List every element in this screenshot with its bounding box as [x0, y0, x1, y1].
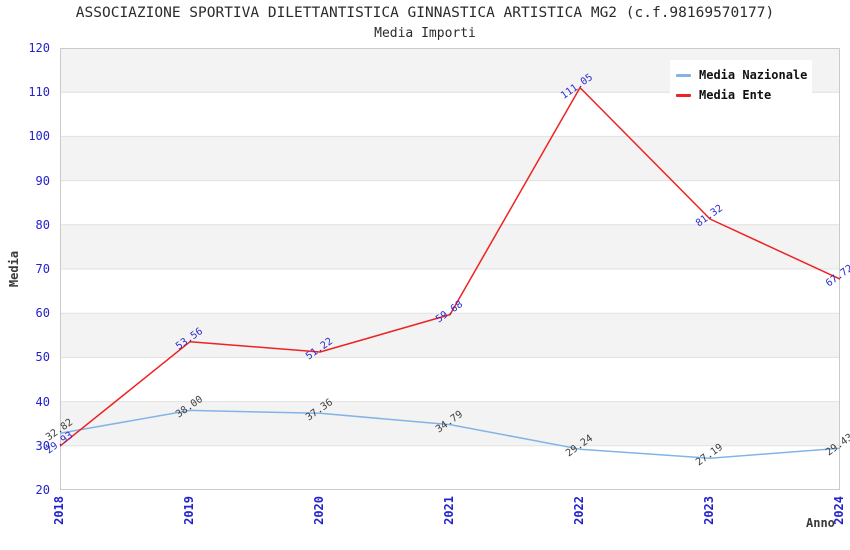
y-tick-label: 30 — [35, 438, 50, 453]
x-tick-label: 2024 — [832, 496, 846, 525]
legend-label-media-nazionale: Media Nazionale — [699, 68, 808, 82]
x-tick-label: 2023 — [702, 496, 716, 525]
x-tick-label: 2022 — [572, 496, 586, 525]
plot-area — [60, 48, 840, 490]
series-line-media-ente — [60, 86, 840, 447]
y-tick-label: 110 — [28, 85, 50, 100]
y-tick-label: 20 — [35, 483, 50, 497]
x-tick-label: 2019 — [182, 496, 196, 525]
y-tick-label: 40 — [35, 394, 50, 409]
x-tick-label: 2020 — [312, 496, 326, 525]
band — [60, 313, 840, 358]
y-tick-label: 60 — [35, 306, 50, 321]
y-axis-title: Media — [7, 250, 21, 288]
legend-swatch-media-ente-icon — [676, 93, 691, 97]
band — [60, 136, 840, 181]
x-axis-title: Anno — [806, 516, 835, 530]
legend-item-media-nazionale: Media Nazionale — [676, 65, 812, 85]
series-line-media-nazionale — [60, 409, 840, 459]
y-tick-label: 80 — [35, 217, 50, 232]
chart-subtitle: Media Importi — [374, 26, 476, 41]
legend-label-media-ente: Media Ente — [699, 88, 772, 102]
plot-border — [60, 48, 840, 490]
legend-swatch-media-nazionale-icon — [676, 73, 691, 77]
legend: Media Nazionale Media Ente — [670, 60, 812, 110]
band — [60, 357, 840, 402]
y-tick-label: 90 — [35, 173, 50, 188]
band — [60, 401, 840, 446]
y-tick-label: 70 — [35, 262, 50, 276]
band — [60, 269, 840, 314]
band — [60, 224, 840, 269]
y-tick-label: 120 — [28, 41, 50, 55]
x-tick-label: 2018 — [52, 496, 66, 525]
x-tick-label: 2021 — [442, 496, 456, 525]
y-tick-label: 50 — [35, 350, 50, 365]
band — [60, 445, 840, 490]
y-tick-label: 100 — [28, 129, 50, 144]
band — [60, 180, 840, 225]
legend-item-media-ente: Media Ente — [676, 85, 812, 105]
chart-title: ASSOCIAZIONE SPORTIVA DILETTANTISTICA GI… — [75, 5, 775, 21]
plot-svg — [60, 48, 840, 490]
